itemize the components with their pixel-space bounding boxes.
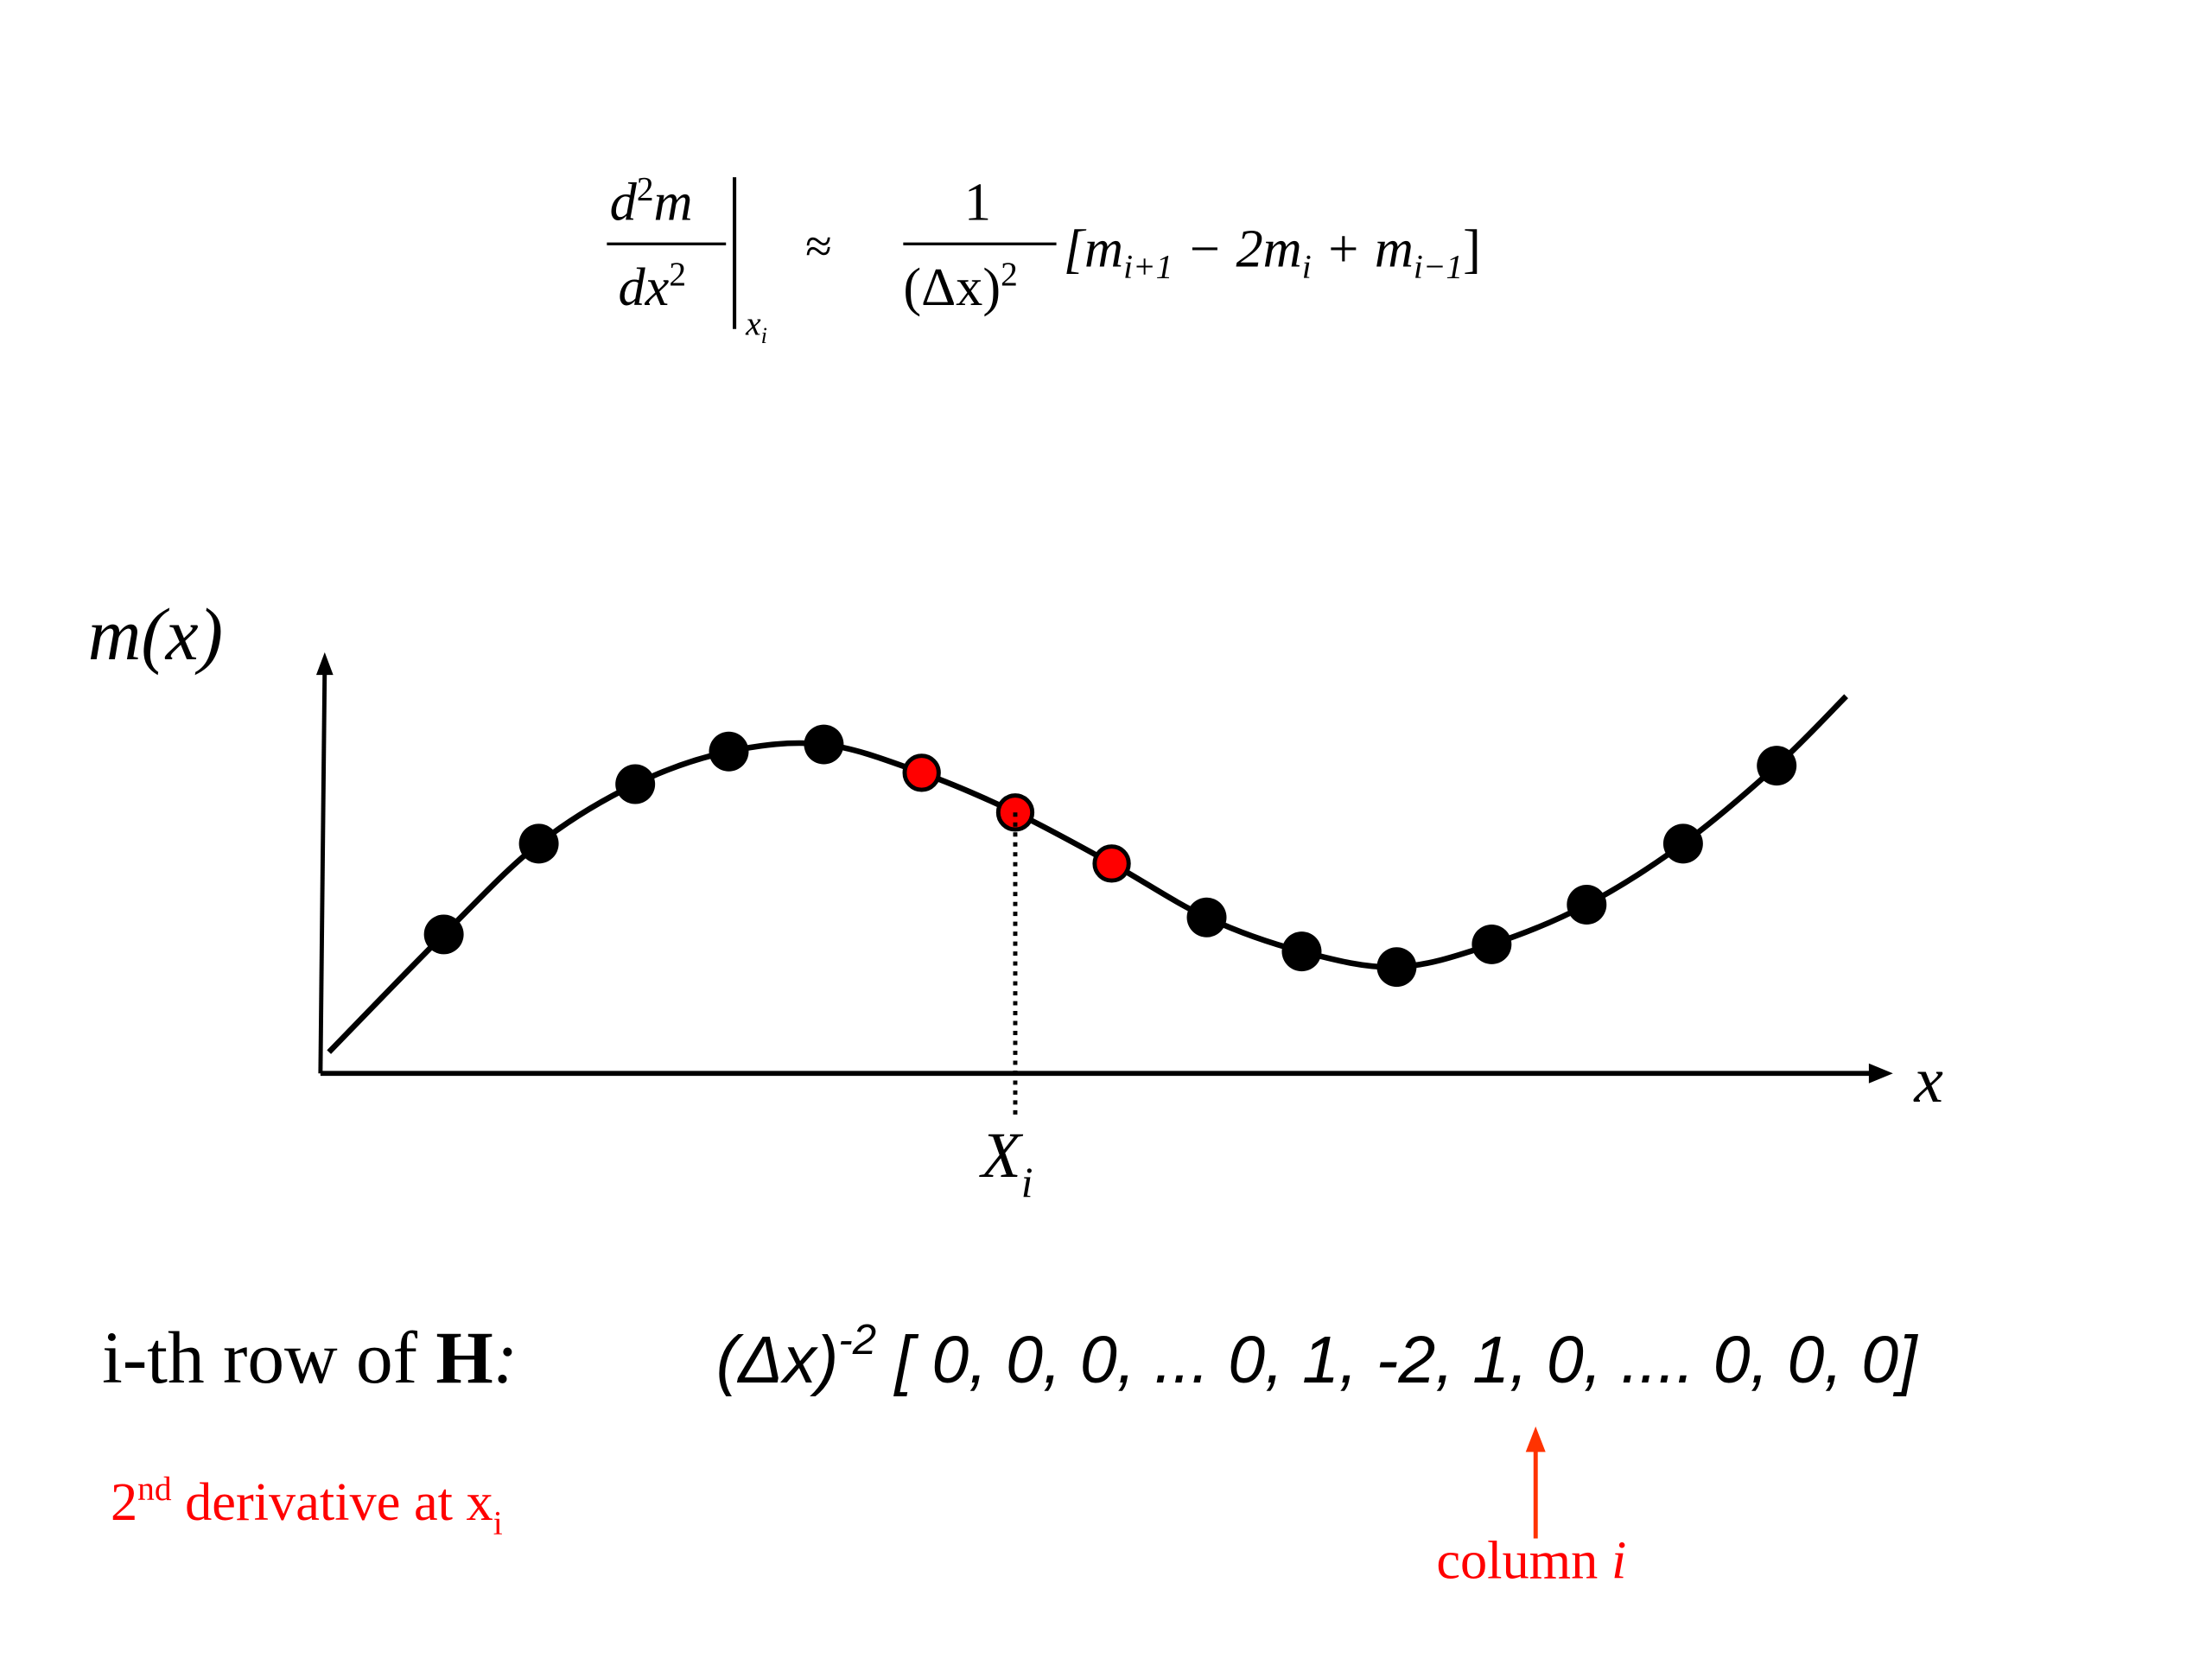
sup: nd <box>137 1470 172 1508</box>
stencil-point <box>1092 844 1131 883</box>
sub: i <box>1302 248 1312 286</box>
sample-points <box>423 724 1797 988</box>
sample-point <box>1186 897 1227 938</box>
row-expression: (Δx)-2 [ 0, 0, 0, ... 0, 1, -2, 1, 0, ..… <box>716 1316 1918 1397</box>
column-arrowhead <box>1525 1426 1546 1452</box>
sample-point <box>709 731 749 772</box>
sample-point <box>1662 823 1703 864</box>
sample-point <box>615 764 656 804</box>
approx: ≈ <box>805 220 832 274</box>
sample-point <box>1376 947 1417 988</box>
text: 2 <box>111 1472 137 1532</box>
formula: d2m dx2 xi ≈ 1 (Δx)2 [mi+1 − 2mi + mi−1] <box>607 169 1481 348</box>
bracket: [mi+1 − 2mi + mi−1] <box>1064 219 1481 286</box>
sample-point <box>1567 885 1607 925</box>
term: − 2m <box>1173 219 1301 279</box>
sub: i+1 <box>1123 248 1173 286</box>
close: ] <box>1463 219 1481 279</box>
sup: 2 <box>1001 255 1018 293</box>
denominator: dx2 <box>618 255 686 317</box>
text: i-th row of <box>102 1318 435 1399</box>
numerator: d2m <box>610 169 693 232</box>
point-label: Xi <box>979 1120 1033 1206</box>
x: X <box>979 1120 1024 1192</box>
m: m <box>654 172 693 232</box>
sample-point <box>1281 931 1322 972</box>
delta-x: (Δx) <box>716 1323 839 1397</box>
x-arrow <box>1868 1063 1893 1084</box>
coefficient-denominator: (Δx)2 <box>903 255 1017 317</box>
sub: i <box>761 323 767 348</box>
x: x <box>745 304 761 342</box>
text: derivative at x <box>172 1472 493 1532</box>
colon: : <box>493 1318 518 1399</box>
sample-point <box>518 823 559 864</box>
term: + m <box>1312 219 1414 279</box>
sup: 2 <box>637 169 654 207</box>
sup: 2 <box>669 255 686 293</box>
column-note: column i <box>1436 1530 1626 1590</box>
stencil-point <box>902 753 941 792</box>
evaluated-at: xi <box>745 304 767 348</box>
term: [m <box>1064 219 1123 279</box>
y-label: m(x) <box>88 594 223 676</box>
index: i <box>1611 1530 1626 1590</box>
y-axis <box>318 669 327 1074</box>
d: d <box>610 172 638 232</box>
row-label: i-th row of H: <box>102 1318 518 1399</box>
sub: i <box>493 1504 503 1542</box>
text: column <box>1436 1530 1611 1590</box>
sample-point <box>804 724 844 765</box>
graph: m(x) x Xi <box>88 594 1943 1206</box>
dx: dx <box>618 257 669 317</box>
sample-point <box>423 914 464 955</box>
entries: [ 0, 0, 0, ... 0, 1, -2, 1, 0, .... 0, 0… <box>876 1323 1918 1397</box>
matrix-name: H <box>435 1318 493 1399</box>
y-arrow <box>315 652 334 676</box>
sample-point <box>1757 746 1797 786</box>
sub: i <box>1021 1159 1033 1206</box>
exponent: -2 <box>838 1316 876 1363</box>
delta-x: (Δx) <box>903 257 1001 317</box>
sub: i−1 <box>1414 248 1463 286</box>
sample-point <box>1471 924 1512 964</box>
derivative-note: 2nd derivative at xi <box>111 1470 503 1541</box>
x-label: x <box>1913 1045 1943 1116</box>
coefficient-numerator: 1 <box>964 172 991 232</box>
